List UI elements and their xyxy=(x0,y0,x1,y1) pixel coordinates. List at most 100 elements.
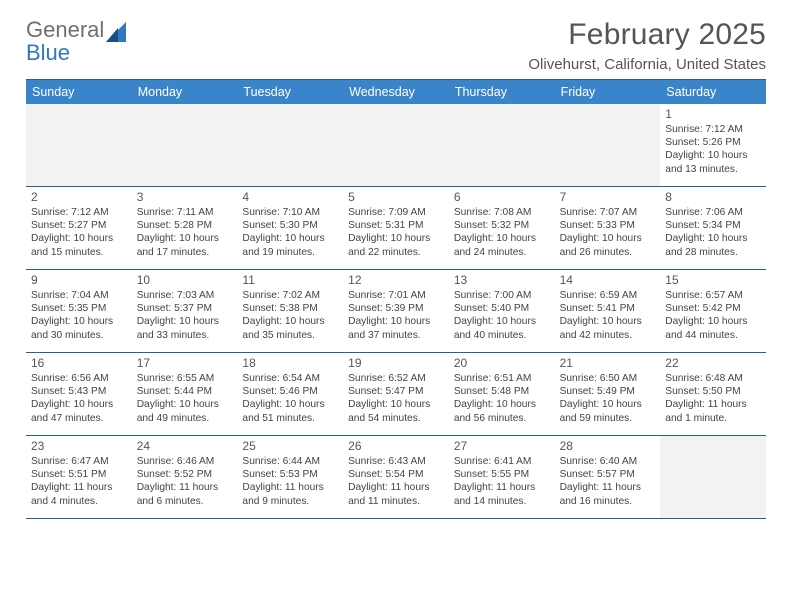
day-number: 23 xyxy=(31,439,127,454)
sunrise-text: Sunrise: 6:46 AM xyxy=(137,455,233,468)
sunrise-text: Sunrise: 6:47 AM xyxy=(31,455,127,468)
sunrise-text: Sunrise: 6:43 AM xyxy=(348,455,444,468)
sunrise-text: Sunrise: 7:06 AM xyxy=(665,206,761,219)
daylight-text2: and 44 minutes. xyxy=(665,329,761,342)
sunset-text: Sunset: 5:32 PM xyxy=(454,219,550,232)
daylight-text2: and 6 minutes. xyxy=(137,495,233,508)
brand-text: General Blue xyxy=(26,18,104,64)
sunset-text: Sunset: 5:37 PM xyxy=(137,302,233,315)
calendar-day: 3Sunrise: 7:11 AMSunset: 5:28 PMDaylight… xyxy=(132,187,238,270)
day-number: 26 xyxy=(348,439,444,454)
daylight-text: Daylight: 10 hours xyxy=(665,149,761,162)
calendar-day: 18Sunrise: 6:54 AMSunset: 5:46 PMDayligh… xyxy=(237,353,343,436)
calendar-day: 23Sunrise: 6:47 AMSunset: 5:51 PMDayligh… xyxy=(26,436,132,519)
daylight-text2: and 28 minutes. xyxy=(665,246,761,259)
day-number: 5 xyxy=(348,190,444,205)
calendar-empty xyxy=(449,104,555,187)
daylight-text2: and 33 minutes. xyxy=(137,329,233,342)
calendar-day: 22Sunrise: 6:48 AMSunset: 5:50 PMDayligh… xyxy=(660,353,766,436)
brand-logo: General Blue xyxy=(26,18,132,64)
calendar-empty xyxy=(132,104,238,187)
daylight-text: Daylight: 10 hours xyxy=(31,315,127,328)
day-number: 3 xyxy=(137,190,233,205)
page-subtitle: Olivehurst, California, United States xyxy=(528,56,766,73)
daylight-text2: and 24 minutes. xyxy=(454,246,550,259)
sunrise-text: Sunrise: 7:12 AM xyxy=(31,206,127,219)
day-number: 24 xyxy=(137,439,233,454)
calendar-day: 11Sunrise: 7:02 AMSunset: 5:38 PMDayligh… xyxy=(237,270,343,353)
day-number: 27 xyxy=(454,439,550,454)
calendar-day: 26Sunrise: 6:43 AMSunset: 5:54 PMDayligh… xyxy=(343,436,449,519)
daylight-text2: and 51 minutes. xyxy=(242,412,338,425)
calendar-day: 13Sunrise: 7:00 AMSunset: 5:40 PMDayligh… xyxy=(449,270,555,353)
day-number: 13 xyxy=(454,273,550,288)
weekday-header: Sunday Monday Tuesday Wednesday Thursday… xyxy=(26,80,766,104)
sunrise-text: Sunrise: 6:57 AM xyxy=(665,289,761,302)
calendar-day: 6Sunrise: 7:08 AMSunset: 5:32 PMDaylight… xyxy=(449,187,555,270)
day-number: 4 xyxy=(242,190,338,205)
sunrise-text: Sunrise: 7:01 AM xyxy=(348,289,444,302)
daylight-text2: and 37 minutes. xyxy=(348,329,444,342)
weekday-label: Sunday xyxy=(26,80,132,104)
day-number: 8 xyxy=(665,190,761,205)
calendar-empty xyxy=(660,436,766,519)
daylight-text2: and 30 minutes. xyxy=(31,329,127,342)
sunset-text: Sunset: 5:41 PM xyxy=(560,302,656,315)
sunrise-text: Sunrise: 7:07 AM xyxy=(560,206,656,219)
calendar-empty xyxy=(237,104,343,187)
daylight-text: Daylight: 10 hours xyxy=(560,232,656,245)
daylight-text2: and 17 minutes. xyxy=(137,246,233,259)
calendar-day: 21Sunrise: 6:50 AMSunset: 5:49 PMDayligh… xyxy=(555,353,661,436)
calendar-day: 12Sunrise: 7:01 AMSunset: 5:39 PMDayligh… xyxy=(343,270,449,353)
calendar-day: 28Sunrise: 6:40 AMSunset: 5:57 PMDayligh… xyxy=(555,436,661,519)
day-number: 28 xyxy=(560,439,656,454)
daylight-text2: and 35 minutes. xyxy=(242,329,338,342)
sunset-text: Sunset: 5:27 PM xyxy=(31,219,127,232)
daylight-text2: and 9 minutes. xyxy=(242,495,338,508)
daylight-text: Daylight: 11 hours xyxy=(454,481,550,494)
calendar-empty xyxy=(26,104,132,187)
weekday-label: Saturday xyxy=(660,80,766,104)
weekday-label: Thursday xyxy=(449,80,555,104)
daylight-text2: and 54 minutes. xyxy=(348,412,444,425)
sunset-text: Sunset: 5:28 PM xyxy=(137,219,233,232)
sunset-text: Sunset: 5:40 PM xyxy=(454,302,550,315)
daylight-text: Daylight: 11 hours xyxy=(137,481,233,494)
daylight-text2: and 26 minutes. xyxy=(560,246,656,259)
sunrise-text: Sunrise: 6:54 AM xyxy=(242,372,338,385)
day-number: 18 xyxy=(242,356,338,371)
sunrise-text: Sunrise: 7:11 AM xyxy=(137,206,233,219)
daylight-text: Daylight: 10 hours xyxy=(348,315,444,328)
sunset-text: Sunset: 5:26 PM xyxy=(665,136,761,149)
calendar-day: 20Sunrise: 6:51 AMSunset: 5:48 PMDayligh… xyxy=(449,353,555,436)
sunset-text: Sunset: 5:33 PM xyxy=(560,219,656,232)
day-number: 7 xyxy=(560,190,656,205)
daylight-text2: and 56 minutes. xyxy=(454,412,550,425)
daylight-text: Daylight: 10 hours xyxy=(348,232,444,245)
calendar-empty xyxy=(343,104,449,187)
sunrise-text: Sunrise: 6:50 AM xyxy=(560,372,656,385)
daylight-text: Daylight: 10 hours xyxy=(242,398,338,411)
sunset-text: Sunset: 5:53 PM xyxy=(242,468,338,481)
daylight-text: Daylight: 11 hours xyxy=(560,481,656,494)
calendar-day: 16Sunrise: 6:56 AMSunset: 5:43 PMDayligh… xyxy=(26,353,132,436)
weekday-label: Friday xyxy=(555,80,661,104)
sunset-text: Sunset: 5:46 PM xyxy=(242,385,338,398)
sunrise-text: Sunrise: 6:51 AM xyxy=(454,372,550,385)
daylight-text2: and 42 minutes. xyxy=(560,329,656,342)
daylight-text: Daylight: 10 hours xyxy=(665,315,761,328)
sunrise-text: Sunrise: 7:04 AM xyxy=(31,289,127,302)
sunset-text: Sunset: 5:39 PM xyxy=(348,302,444,315)
day-number: 20 xyxy=(454,356,550,371)
daylight-text2: and 22 minutes. xyxy=(348,246,444,259)
daylight-text: Daylight: 10 hours xyxy=(665,232,761,245)
calendar-empty xyxy=(555,104,661,187)
daylight-text2: and 40 minutes. xyxy=(454,329,550,342)
day-number: 2 xyxy=(31,190,127,205)
sunset-text: Sunset: 5:44 PM xyxy=(137,385,233,398)
sunrise-text: Sunrise: 6:41 AM xyxy=(454,455,550,468)
weekday-label: Tuesday xyxy=(237,80,343,104)
sunset-text: Sunset: 5:34 PM xyxy=(665,219,761,232)
daylight-text: Daylight: 10 hours xyxy=(242,315,338,328)
daylight-text: Daylight: 11 hours xyxy=(31,481,127,494)
